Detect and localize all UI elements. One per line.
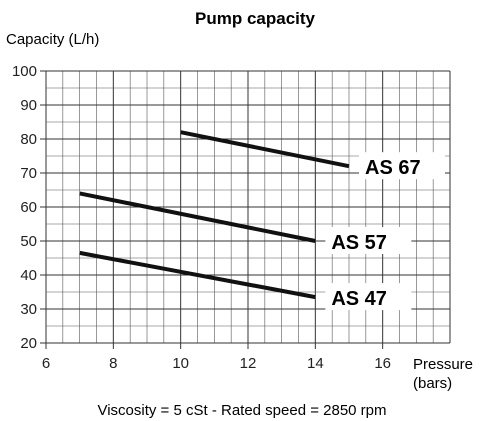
y-tick-label: 40 [20, 267, 37, 284]
x-tick-label: 6 [42, 355, 50, 372]
y-axis-label: Capacity (L/h) [6, 31, 99, 48]
y-tick-label: 100 [12, 63, 37, 80]
series-label-background [325, 283, 412, 311]
y-tick-label: 60 [20, 199, 37, 216]
series-label-background [359, 152, 445, 180]
x-tick-label: 8 [109, 355, 117, 372]
series-labels: AS 67 AS 57 AS 47 [325, 152, 445, 311]
x-tick-label: 10 [172, 355, 189, 372]
y-tick-labels: 20 30 40 50 60 70 80 90 100 [12, 63, 46, 352]
series-label: AS 57 [331, 232, 387, 254]
series-line [79, 191, 316, 243]
y-tick-label: 90 [20, 97, 37, 114]
y-tick-label: 50 [20, 233, 37, 250]
y-tick-label: 80 [20, 131, 37, 148]
series-lines [79, 130, 350, 300]
x-axis-unit: (bars) [413, 375, 452, 392]
x-tick-labels: 6 8 10 12 14 16 [42, 343, 391, 372]
y-tick-label: 30 [20, 301, 37, 318]
x-tick-label: 14 [307, 355, 324, 372]
y-tick-label: 20 [20, 335, 37, 352]
series-line [180, 130, 350, 169]
chart-footer: Viscosity = 5 cSt - Rated speed = 2850 r… [97, 402, 386, 419]
series-line [79, 250, 316, 300]
chart-title: Pump capacity [195, 9, 316, 28]
x-tick-label: 16 [374, 355, 391, 372]
y-tick-label: 70 [20, 165, 37, 182]
series-label-background [325, 227, 412, 254]
x-axis-label: Pressure [413, 356, 473, 373]
x-tick-label: 12 [240, 355, 257, 372]
series-label: AS 47 [331, 288, 387, 310]
series-label: AS 67 [365, 157, 421, 179]
